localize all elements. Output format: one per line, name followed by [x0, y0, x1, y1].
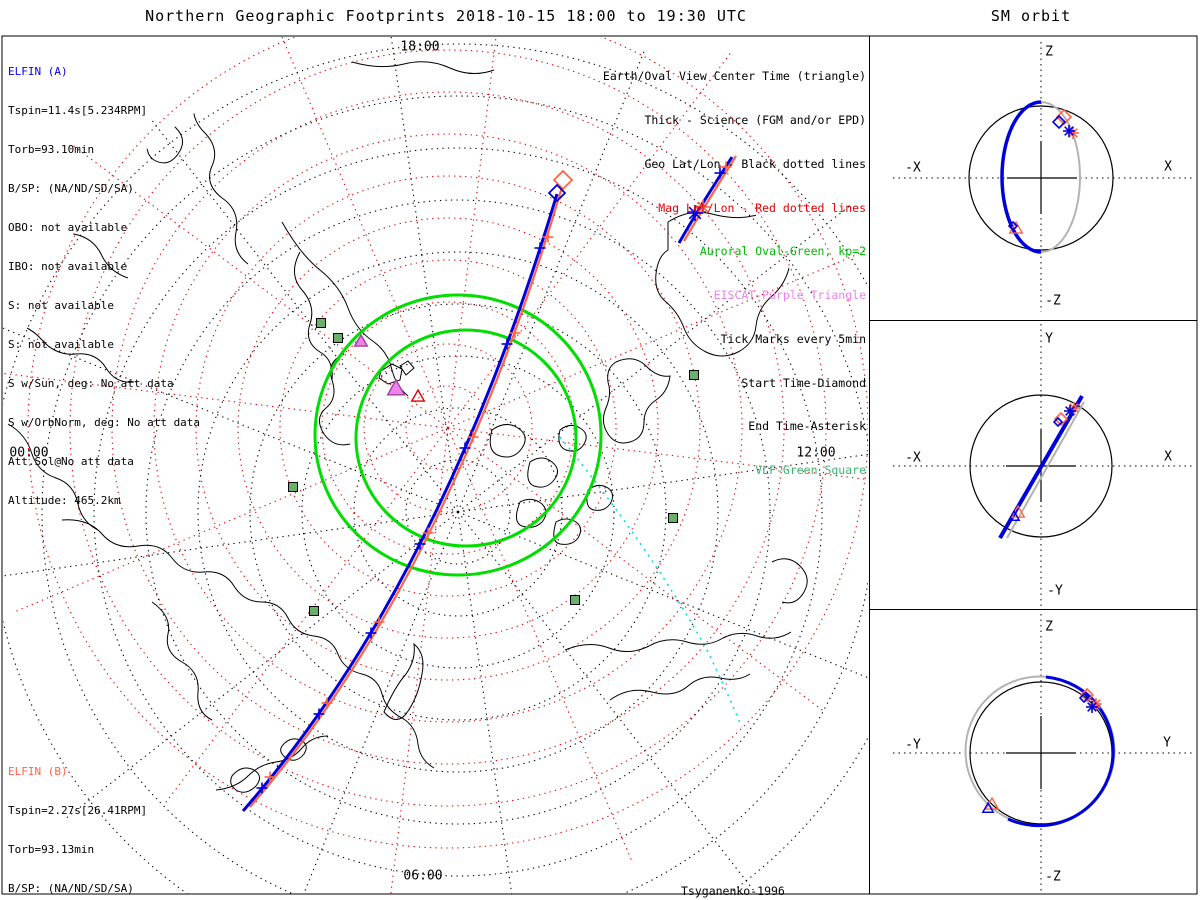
sm-panel-xz	[893, 42, 1192, 312]
elfin-b-name: ELFIN (B)	[8, 765, 68, 778]
p2-axis-left: -X	[905, 450, 921, 466]
geographic-grid-black-dotted	[3, 37, 868, 894]
p2-axis-right: X	[1164, 449, 1172, 465]
sm-panel-xy	[893, 324, 1192, 606]
elfin-a-info-block: ELFIN (A) Tspin=11.4s[5.234RPM] Torb=93.…	[8, 39, 200, 533]
p3-axis-left: -Y	[905, 737, 921, 753]
elfin-a-line: S: not available	[8, 299, 114, 312]
elfin-a-line: Torb=93.10min	[8, 143, 95, 156]
elfin-b-line: Tspin=2.27s[26.41RPM]	[8, 804, 148, 817]
coastlines	[5, 61, 837, 793]
p3-axis-bottom: -Z	[1045, 869, 1061, 885]
p3-axis-top: Z	[1045, 619, 1053, 635]
elfin-a-line: Altitude: 465.2km	[8, 494, 121, 507]
legend-line: Mag Lat/Lon - Red dotted lines	[658, 200, 866, 215]
elfin-b-line: B/SP: (NA/ND/SD/SA)	[8, 882, 134, 895]
mlt-label-18: 18:00	[400, 39, 440, 55]
legend-line: Start Time-Diamond	[741, 375, 866, 390]
elfin-a-name: ELFIN (A)	[8, 65, 68, 78]
elfin-a-line: B/SP: (NA/ND/SD/SA)	[8, 182, 134, 195]
elfin-a-line: IBO: not available	[8, 260, 128, 273]
sm-panel-yz	[893, 614, 1192, 892]
p1-axis-right: X	[1164, 159, 1172, 175]
legend-line: End Time-Asterisk	[748, 419, 866, 434]
elfin-a-line: Tspin=11.4s[5.234RPM]	[8, 104, 148, 117]
magnetic-grid-red-dotted	[3, 37, 868, 894]
elfin-a-line: S: not available	[8, 338, 114, 351]
legend-line: Earth/Oval View Center Time (triangle)	[602, 69, 866, 84]
p2-axis-bottom: -Y	[1047, 583, 1063, 599]
mlt-label-00: 00:00	[9, 445, 49, 461]
elfin-b-line: Torb=93.13min	[8, 843, 95, 856]
sm-orbit-title: SM orbit	[990, 7, 1072, 25]
plot-frame	[1, 35, 1198, 895]
elfin-a-line: Att.Sol@No att data	[8, 455, 134, 468]
legend-line: Auroral Oval-Green, kp=2	[699, 244, 866, 259]
elfin-a-line: S w/OrbNorm, deg: No att data	[8, 416, 201, 429]
elfin-b-info-block: ELFIN (B) Tspin=2.27s[26.41RPM] Torb=93.…	[8, 739, 200, 900]
p1-axis-left: -X	[905, 160, 921, 176]
elfin-a-line: OBO: not available	[8, 221, 128, 234]
legend-line: VLF-Green Square	[755, 463, 866, 478]
page-title: Northern Geographic Footprints 2018-10-1…	[145, 7, 747, 25]
auroral-ovals	[313, 293, 603, 577]
p1-axis-top: Z	[1045, 44, 1053, 60]
legend-line: Geo Lat/Lon - Black dotted lines	[644, 156, 866, 171]
legend-line: EISCAT-Purple Triangle	[713, 288, 866, 303]
model-name: Tsyganenko-1996	[681, 884, 785, 898]
terminator-line	[559, 436, 779, 829]
mlt-label-06: 06:00	[403, 868, 443, 884]
legend-line: Thick - Science (FGM and/or EPD)	[644, 112, 866, 127]
p1-axis-bottom: -Z	[1045, 293, 1061, 309]
map-legend: Earth/Oval View Center Time (triangle) T…	[603, 40, 866, 507]
attribution: Tsyganenko-1996 Created: Sun Jan 29 08:5…	[681, 856, 909, 900]
legend-line: Tick Marks every 5min	[720, 331, 866, 346]
p3-axis-right: Y	[1163, 735, 1171, 751]
elfin-a-line: S w/Sun, deg: No att data	[8, 377, 174, 390]
mlt-label-12: 12:00	[796, 445, 836, 461]
map-markers	[256, 161, 732, 794]
p2-axis-top: Y	[1045, 331, 1053, 347]
